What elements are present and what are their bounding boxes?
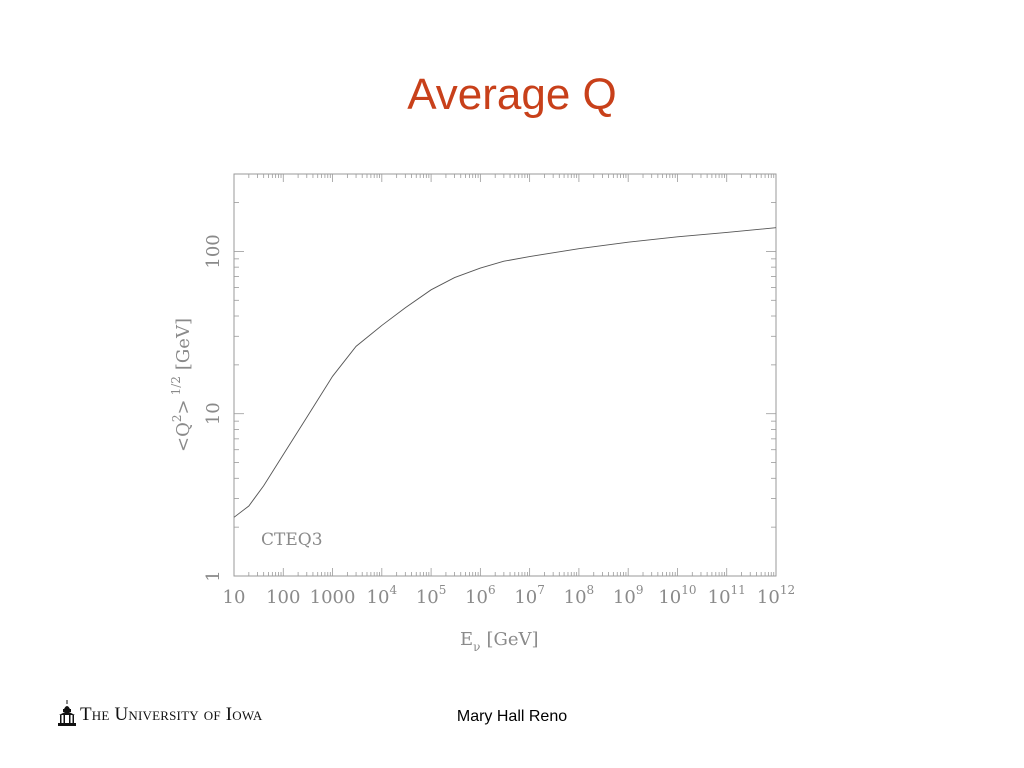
x-tick-label-exponent: 10 [681, 583, 696, 597]
x-tick-label: 1010 [658, 583, 696, 608]
x-tick-label-exponent: 11 [731, 583, 746, 597]
chart: CTEQ3 10 100 1000 104 105 106 107 108 109 1010 101… [169, 173, 796, 654]
y-tick-label: 10 [203, 402, 224, 425]
x-tick-label: 1011 [708, 583, 746, 608]
x-tick-label: 100 [266, 587, 300, 608]
x-tick-label-base: 10 [465, 587, 488, 608]
x-axis-label-unit: [GeV] [486, 629, 538, 650]
x-tick-label-base: 10 [708, 587, 731, 608]
y-axis-label-symbol: <Q [173, 422, 194, 452]
x-tick-label: 108 [564, 583, 595, 608]
x-tick-label: 1000 [310, 587, 356, 608]
x-tick-label-base: 1000 [310, 587, 356, 608]
x-tick-label-exponent: 6 [488, 583, 496, 597]
y-tick-labels: 1 10 100 [203, 234, 224, 581]
x-tick-label: 1012 [757, 583, 795, 608]
x-tick-label: 105 [416, 583, 447, 608]
x-tick-label-base: 10 [416, 587, 439, 608]
x-tick-label-base: 10 [757, 587, 780, 608]
y-tick-label: 100 [203, 234, 224, 268]
x-tick-label: 104 [367, 583, 398, 608]
y-tick-label: 1 [203, 570, 224, 581]
x-tick-label-exponent: 8 [587, 583, 595, 597]
x-axis-label-symbol: E [460, 629, 473, 650]
university-name: The University of Iowa [80, 704, 263, 725]
slide-title: Average Q [407, 70, 617, 119]
y-axis-label-bracket: > [173, 399, 194, 414]
x-tick-label-base: 10 [564, 587, 587, 608]
x-tick-labels: 10 100 1000 104 105 106 107 108 109 1010 1011 1012 [223, 583, 796, 608]
plot-frame [233, 173, 777, 577]
x-tick-label-base: 10 [367, 587, 390, 608]
x-tick-label: 106 [465, 583, 496, 608]
author-name: Mary Hall Reno [456, 708, 568, 725]
x-tick-label-exponent: 9 [636, 583, 644, 597]
x-tick-label-base: 10 [658, 587, 681, 608]
x-tick-label: 109 [613, 583, 644, 608]
x-tick-label-base: 100 [266, 587, 300, 608]
x-axis-label: Eν [GeV] [460, 629, 539, 654]
x-tick-label-base: 10 [223, 587, 246, 608]
x-tick-label: 10 [223, 587, 246, 608]
old-capitol-icon [58, 700, 76, 726]
x-tick-label-exponent: 4 [389, 583, 397, 597]
y-axis-label-superscript: 2 [170, 415, 184, 423]
x-tick-label-base: 10 [514, 587, 537, 608]
y-axis-label-exponent: 1/2 [169, 376, 183, 395]
annotation-label: CTEQ3 [261, 530, 323, 550]
x-tick-label-base: 10 [613, 587, 636, 608]
university-logo: The University of Iowa [58, 700, 262, 726]
axis-ticks [233, 173, 777, 577]
y-axis-label-unit: [GeV] [173, 318, 194, 370]
x-tick-label-exponent: 12 [780, 583, 795, 597]
x-tick-label: 107 [514, 583, 545, 608]
x-axis-label-subscript: ν [473, 640, 480, 654]
y-axis-label: <Q2>1/2 [GeV] [169, 318, 194, 452]
series-line [233, 227, 777, 518]
x-tick-label-exponent: 7 [537, 583, 545, 597]
x-tick-label-exponent: 5 [439, 583, 447, 597]
